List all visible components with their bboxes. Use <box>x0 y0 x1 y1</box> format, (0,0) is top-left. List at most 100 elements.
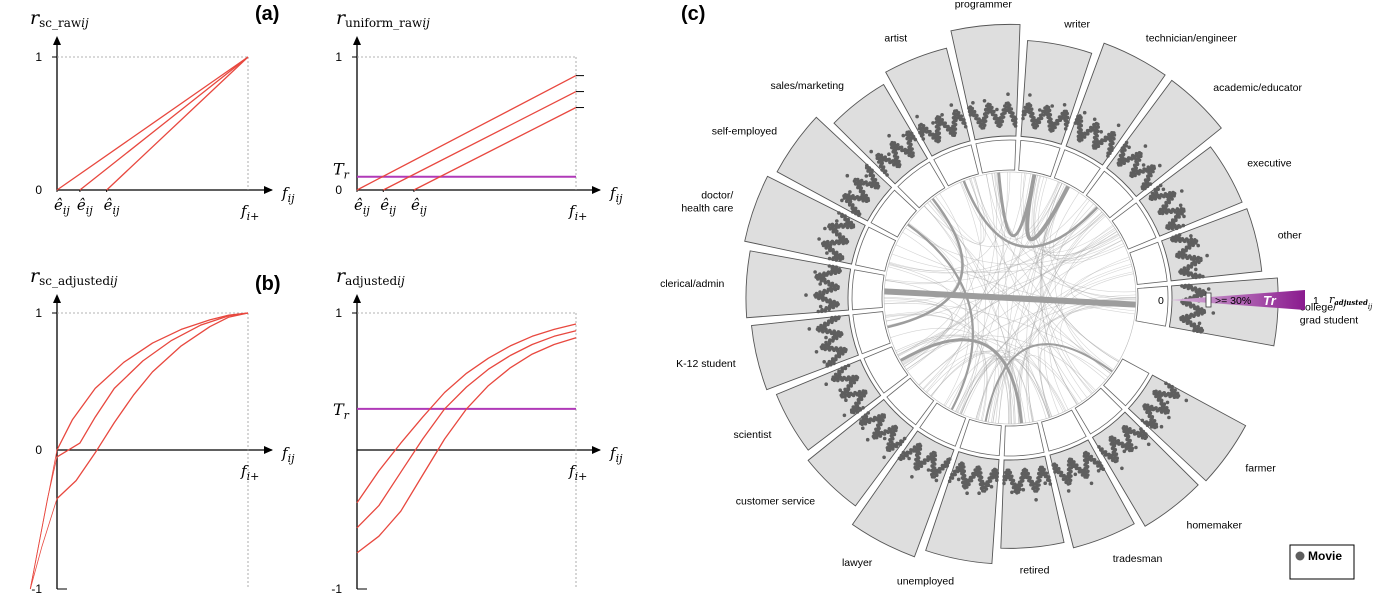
data-dot <box>1170 197 1174 201</box>
data-dot <box>913 137 918 142</box>
data-dot <box>1189 265 1194 269</box>
data-dot <box>826 270 831 275</box>
data-dot <box>834 265 839 270</box>
data-dot <box>1193 262 1198 267</box>
data-dot <box>1096 144 1101 148</box>
data-dot <box>843 365 848 369</box>
category-label: other <box>1278 229 1302 241</box>
y-tick-label: -1 <box>31 582 42 596</box>
x-axis-label: fij <box>609 184 623 205</box>
data-dot <box>922 458 927 462</box>
ribbon <box>976 359 1024 424</box>
inner-segment <box>933 144 979 187</box>
data-dot <box>982 123 987 127</box>
ylabel-uniform-raw: runiform_rawij <box>336 7 430 30</box>
inner-segment <box>1111 202 1157 250</box>
data-dot <box>1126 159 1130 163</box>
data-dot <box>1002 481 1006 486</box>
inner-segment <box>1074 387 1123 435</box>
data-dot <box>1097 445 1101 449</box>
scale-threshold-marker <box>1205 292 1212 308</box>
x-axis-arrow <box>264 446 273 454</box>
data-dot <box>822 271 826 276</box>
category-labels: writer technician/engineer academic/educat… <box>660 0 1358 588</box>
data-dot <box>897 456 902 461</box>
series-line-2 <box>56 312 249 500</box>
x-tick-label: êij <box>380 196 396 217</box>
data-dot <box>1178 203 1183 208</box>
ribbon <box>885 314 1010 424</box>
data-dot <box>921 124 926 128</box>
data-dot <box>866 411 870 415</box>
data-dot <box>937 115 942 120</box>
data-dot <box>1174 239 1178 243</box>
ribbon <box>885 279 1026 424</box>
y-axis-arrow <box>353 36 361 45</box>
data-dot <box>833 315 838 320</box>
data-dot <box>876 184 881 189</box>
data-dot <box>827 328 832 333</box>
data-dot <box>937 138 941 143</box>
data-dot <box>1151 407 1156 412</box>
data-dot <box>881 165 886 169</box>
ribbon <box>968 178 1137 299</box>
data-dot <box>1194 241 1198 245</box>
data-dot <box>851 223 856 227</box>
data-dot <box>895 155 900 160</box>
data-dot <box>949 103 954 107</box>
ribbon <box>900 183 1063 361</box>
data-dot <box>975 113 979 118</box>
data-dot <box>845 173 850 178</box>
data-dot <box>889 434 894 438</box>
ribbon <box>919 240 1123 386</box>
data-dot <box>1052 466 1056 471</box>
data-dot <box>813 270 817 274</box>
data-dot <box>1155 408 1160 413</box>
data-dot <box>1175 226 1179 231</box>
legend-label-movie: Movie <box>1308 549 1342 563</box>
data-dot <box>1152 166 1156 171</box>
data-dot <box>968 475 973 480</box>
data-dot <box>1157 195 1162 200</box>
data-dot <box>1111 450 1116 455</box>
data-dot <box>1159 410 1164 414</box>
data-dot <box>1127 145 1131 150</box>
data-dot <box>909 131 914 136</box>
data-dot <box>851 194 855 198</box>
ribbon <box>1031 174 1119 363</box>
data-dot <box>911 153 915 158</box>
data-dot <box>984 114 989 119</box>
data-dot <box>840 390 845 395</box>
data-dot <box>839 331 843 335</box>
ribbon <box>991 173 1119 257</box>
data-dot <box>1013 489 1017 494</box>
ribbon <box>948 172 1008 409</box>
data-dot <box>1164 211 1169 215</box>
data-dot <box>1137 434 1141 438</box>
ribbon <box>897 178 982 356</box>
data-dot <box>959 114 964 118</box>
data-dot <box>1179 271 1183 275</box>
data-dot <box>1110 148 1114 153</box>
data-dot <box>1167 415 1171 420</box>
category-label: doctor/ <box>701 189 733 201</box>
data-dot <box>1033 489 1037 493</box>
data-dot <box>1096 122 1100 127</box>
data-dot <box>915 443 920 447</box>
data-dot <box>896 143 900 147</box>
x-axis-arrow <box>592 446 601 454</box>
data-dot <box>1046 105 1051 110</box>
x-tick-label: fi+ <box>240 202 259 223</box>
data-dot <box>1096 464 1100 468</box>
data-dot <box>1192 328 1196 333</box>
inner-segment <box>852 311 891 355</box>
data-dot <box>1099 466 1103 471</box>
data-dot <box>824 306 829 310</box>
data-dot <box>1100 141 1104 146</box>
ribbon-strong <box>984 343 1113 422</box>
ribbon <box>994 172 1136 293</box>
data-dot <box>1106 154 1110 158</box>
data-dot <box>864 174 869 178</box>
data-dot <box>1135 162 1140 167</box>
data-dot <box>1182 272 1186 277</box>
